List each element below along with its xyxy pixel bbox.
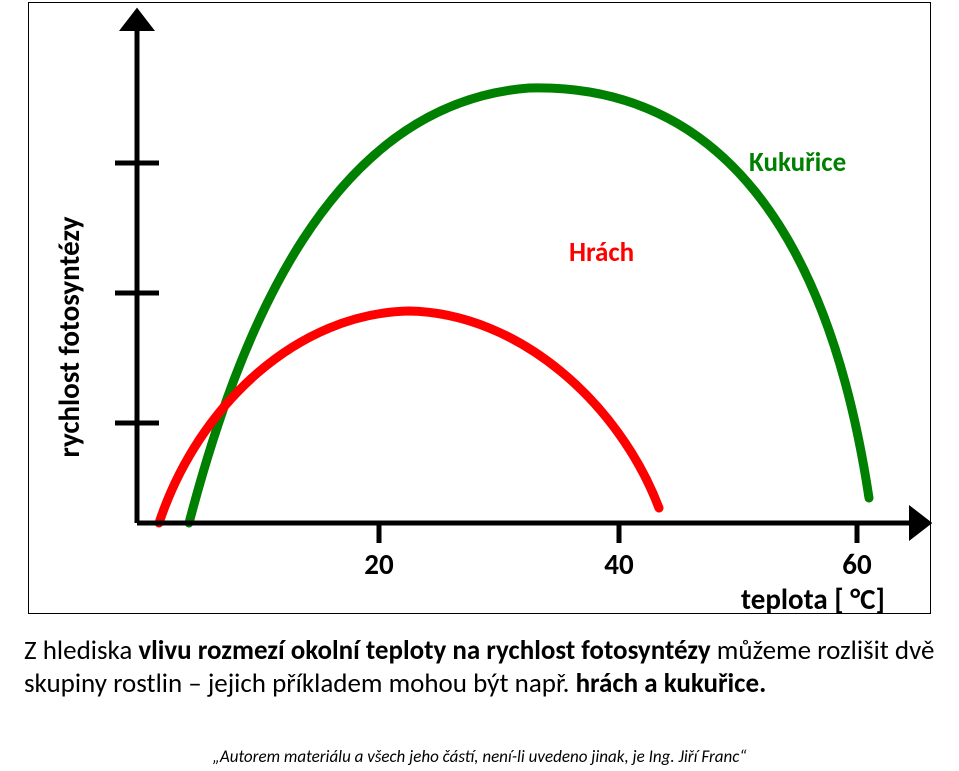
caption-bold: hrách a kukuřice.: [576, 667, 767, 700]
caption-block: Z hlediska vlivu rozmezí okolní teploty …: [0, 634, 959, 700]
x-axis-label: teplota [ °C]: [741, 581, 885, 615]
y-axis-label: rychlost fotosyntézy: [51, 216, 87, 457]
caption-bold: vlivu rozmezí okolní teploty na rychlost…: [138, 634, 716, 667]
caption-text: skupiny rostlin – jejich příkladem mohou…: [24, 667, 576, 700]
caption-line-2: skupiny rostlin – jejich příkladem mohou…: [24, 667, 935, 700]
x-tick-label: 60: [842, 546, 872, 582]
caption-text: Z hlediska: [24, 634, 138, 667]
x-axis-arrow-icon: [909, 505, 932, 541]
caption-line-1: Z hlediska vlivu rozmezí okolní teploty …: [24, 634, 935, 667]
chart-svg: 20 40 60teplota [ °C] rychlost fotosyntézy K…: [29, 3, 932, 615]
x-tick-label: 40: [604, 546, 634, 582]
series-hrách: [159, 311, 659, 523]
series-label-hrách: Hrách: [569, 236, 634, 269]
x-tick-label: 20: [364, 546, 394, 582]
series-label-kukuřice: Kukuřice: [749, 146, 846, 179]
slide-page: 20 40 60teplota [ °C] rychlost fotosyntézy K…: [0, 0, 959, 771]
chart-container: 20 40 60teplota [ °C] rychlost fotosyntézy K…: [28, 2, 931, 614]
footer-attribution: „Autorem materiálu a všech jeho částí, n…: [0, 746, 959, 767]
y-axis-arrow-icon: [119, 8, 155, 31]
caption-text: můžeme rozlišit dvě: [717, 634, 935, 667]
